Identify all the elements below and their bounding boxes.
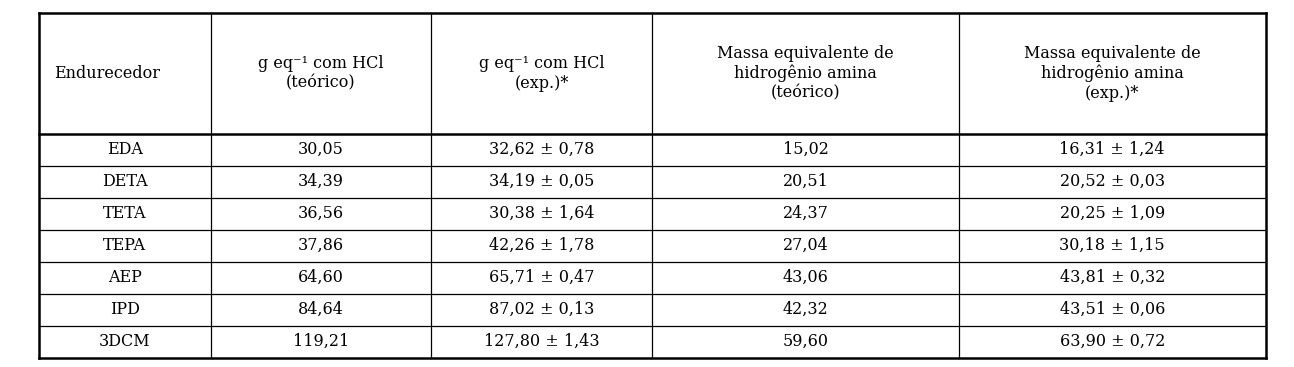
Text: TETA: TETA [104, 205, 146, 222]
Text: 43,51 ± 0,06: 43,51 ± 0,06 [1060, 301, 1165, 318]
Text: Massa equivalente de
hidrogênio amina
(exp.)*: Massa equivalente de hidrogênio amina (e… [1024, 45, 1201, 102]
Text: g eq⁻¹ com HCl
(teórico): g eq⁻¹ com HCl (teórico) [258, 55, 384, 91]
Text: 43,06: 43,06 [783, 269, 828, 286]
Text: 63,90 ± 0,72: 63,90 ± 0,72 [1060, 333, 1165, 350]
Text: 43,81 ± 0,32: 43,81 ± 0,32 [1060, 269, 1165, 286]
Text: EDA: EDA [106, 141, 142, 158]
Text: 34,39: 34,39 [298, 173, 344, 190]
Text: DETA: DETA [102, 173, 148, 190]
Text: 42,32: 42,32 [783, 301, 828, 318]
Text: 16,31 ± 1,24: 16,31 ± 1,24 [1060, 141, 1165, 158]
Text: 3DCM: 3DCM [98, 333, 150, 350]
Text: 27,04: 27,04 [783, 237, 828, 254]
Text: 42,26 ± 1,78: 42,26 ± 1,78 [489, 237, 594, 254]
Text: 20,52 ± 0,03: 20,52 ± 0,03 [1060, 173, 1165, 190]
Text: TEPA: TEPA [104, 237, 146, 254]
Text: 15,02: 15,02 [783, 141, 828, 158]
Text: 20,25 ± 1,09: 20,25 ± 1,09 [1060, 205, 1165, 222]
Text: 59,60: 59,60 [783, 333, 828, 350]
Text: 30,18 ± 1,15: 30,18 ± 1,15 [1060, 237, 1165, 254]
Text: 30,38 ± 1,64: 30,38 ± 1,64 [489, 205, 594, 222]
Text: Endurecedor: Endurecedor [54, 65, 160, 82]
Text: 36,56: 36,56 [298, 205, 344, 222]
Text: 20,51: 20,51 [783, 173, 828, 190]
Text: 32,62 ± 0,78: 32,62 ± 0,78 [489, 141, 594, 158]
Text: Massa equivalente de
hidrogênio amina
(teórico): Massa equivalente de hidrogênio amina (t… [717, 45, 894, 102]
Text: 65,71 ± 0,47: 65,71 ± 0,47 [489, 269, 594, 286]
Text: 87,02 ± 0,13: 87,02 ± 0,13 [489, 301, 594, 318]
Text: 30,05: 30,05 [298, 141, 344, 158]
Text: g eq⁻¹ com HCl
(exp.)*: g eq⁻¹ com HCl (exp.)* [479, 55, 604, 91]
Text: 84,64: 84,64 [298, 301, 344, 318]
Text: IPD: IPD [110, 301, 140, 318]
Text: 37,86: 37,86 [298, 237, 344, 254]
Text: 24,37: 24,37 [783, 205, 828, 222]
Text: AEP: AEP [107, 269, 141, 286]
Text: 119,21: 119,21 [292, 333, 349, 350]
Text: 34,19 ± 0,05: 34,19 ± 0,05 [489, 173, 594, 190]
Text: 64,60: 64,60 [298, 269, 344, 286]
Text: 127,80 ± 1,43: 127,80 ± 1,43 [484, 333, 599, 350]
